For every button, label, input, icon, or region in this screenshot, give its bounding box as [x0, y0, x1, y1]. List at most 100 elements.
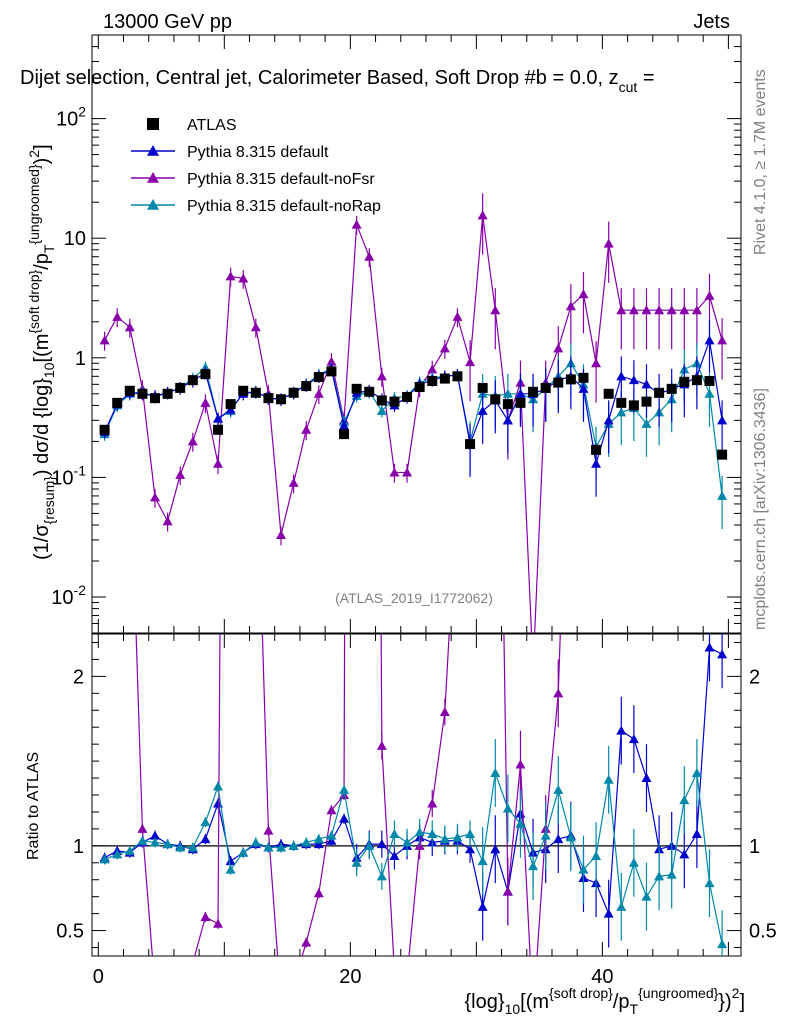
ratio-marker [313, 888, 324, 898]
process-label: Jets [693, 11, 730, 33]
xlabel-part-8: }) [718, 991, 731, 1013]
mcplots-label: mcplots.cern.ch [arXiv:1306.3436] [752, 388, 769, 630]
atlas-data-point [528, 386, 539, 397]
xlabel-part-4: {soft drop} [549, 985, 613, 1001]
ratio-marker [565, 832, 576, 842]
ratio-marker [553, 834, 564, 844]
ratio-marker [112, 129, 122, 138]
ratio-marker [313, 834, 324, 844]
main-y-tick-label: 102 [56, 104, 86, 131]
ratio-marker [364, 840, 375, 850]
ratio-marker [439, 834, 450, 844]
main-panel-frame [91, 34, 742, 634]
xlabel-part-6: T [630, 1001, 639, 1017]
ratio-marker [515, 759, 526, 769]
atlas-data-point [225, 399, 236, 410]
ratio-marker [628, 857, 639, 867]
atlas-data-point [717, 449, 728, 460]
legend-label: ATLAS [187, 117, 237, 134]
atlas-data-point [213, 424, 224, 435]
atlas-data-point [691, 375, 702, 386]
ratio-marker [704, 878, 715, 888]
main-marker [452, 311, 463, 321]
ratio-marker [628, 734, 639, 744]
ratio-marker [528, 861, 539, 871]
legend-label: Pythia 8.315 default [187, 144, 329, 161]
ylabel-part-10: ) [31, 158, 53, 165]
main-marker [477, 405, 488, 415]
main-marker [717, 415, 728, 425]
main-marker [704, 388, 715, 398]
ratio-marker [591, 112, 601, 121]
atlas-data-point [603, 388, 614, 399]
ratio-y-axis-label: Ratio to ATLAS [25, 752, 42, 860]
main-marker [301, 424, 312, 434]
ratio-marker [654, 180, 664, 189]
ratio-marker [502, 886, 513, 896]
main-marker [477, 210, 488, 220]
plot-title: Dijet selection, Central jet, Calorimete… [20, 67, 655, 95]
legend-marker [147, 172, 159, 183]
ratio-marker [679, 849, 690, 859]
ratio-data-layer [99, 112, 728, 1007]
atlas-data-point [452, 371, 463, 382]
main-marker [704, 290, 715, 300]
atlas-data-point [124, 385, 135, 396]
ratio-marker [163, 996, 173, 1005]
main-y-tick-label: 1 [75, 348, 86, 370]
legend-marker [147, 199, 159, 210]
ratio-marker [591, 851, 602, 861]
ratio-marker [465, 844, 476, 854]
tick-base: 10 [51, 587, 73, 609]
atlas-data-point [591, 444, 602, 455]
ratio-marker [704, 129, 714, 138]
ratio-marker [339, 784, 350, 794]
atlas-data-point [137, 388, 148, 399]
main-marker [99, 335, 110, 345]
ratio-marker [578, 864, 589, 874]
atlas-data-point [439, 373, 450, 384]
main-marker [528, 664, 538, 673]
ylabel-part-2: {resum} [41, 476, 57, 525]
ratio-marker [276, 842, 287, 852]
main-marker [351, 219, 362, 229]
ratio-marker [654, 871, 665, 881]
atlas-data-point [376, 395, 387, 406]
ratio-marker [389, 828, 400, 838]
main-marker [490, 305, 501, 315]
x-tick-label: 40 [591, 966, 613, 988]
main-marker [515, 388, 526, 398]
ratio-y-tick-label: 1 [73, 836, 84, 858]
main-marker [339, 420, 350, 430]
main-marker [679, 305, 690, 315]
atlas-data-point [628, 400, 639, 411]
legend-marker [147, 118, 159, 130]
tick-exp: 2 [78, 104, 86, 120]
ratio-marker [691, 828, 702, 838]
ratio-marker [225, 856, 236, 866]
main-marker [288, 477, 299, 487]
atlas-data-point [540, 382, 551, 393]
main-marker [326, 356, 337, 366]
ratio-marker [276, 998, 286, 1007]
atlas-data-point [666, 383, 677, 394]
atlas-data-point [654, 387, 665, 398]
atlas-data-point [515, 397, 526, 408]
ratio-marker [326, 830, 337, 840]
tick-base: 10 [56, 109, 78, 131]
main-marker [124, 322, 135, 332]
ratio-marker [641, 891, 652, 901]
atlas-data-point [490, 394, 501, 405]
ratio-marker [402, 837, 413, 847]
ratio-y-tick-label-right: 1 [749, 836, 760, 858]
ratio-marker [717, 939, 728, 949]
main-marker [502, 388, 513, 398]
ratio-marker [603, 908, 614, 918]
ratio-marker [288, 840, 299, 850]
ylabel-part-9: {ungroomed} [26, 164, 42, 245]
ratio-marker [351, 857, 362, 867]
ratio-marker [402, 971, 412, 980]
ratio-marker [339, 813, 350, 823]
ratio-marker [515, 818, 526, 828]
atlas-data-point [502, 399, 513, 410]
